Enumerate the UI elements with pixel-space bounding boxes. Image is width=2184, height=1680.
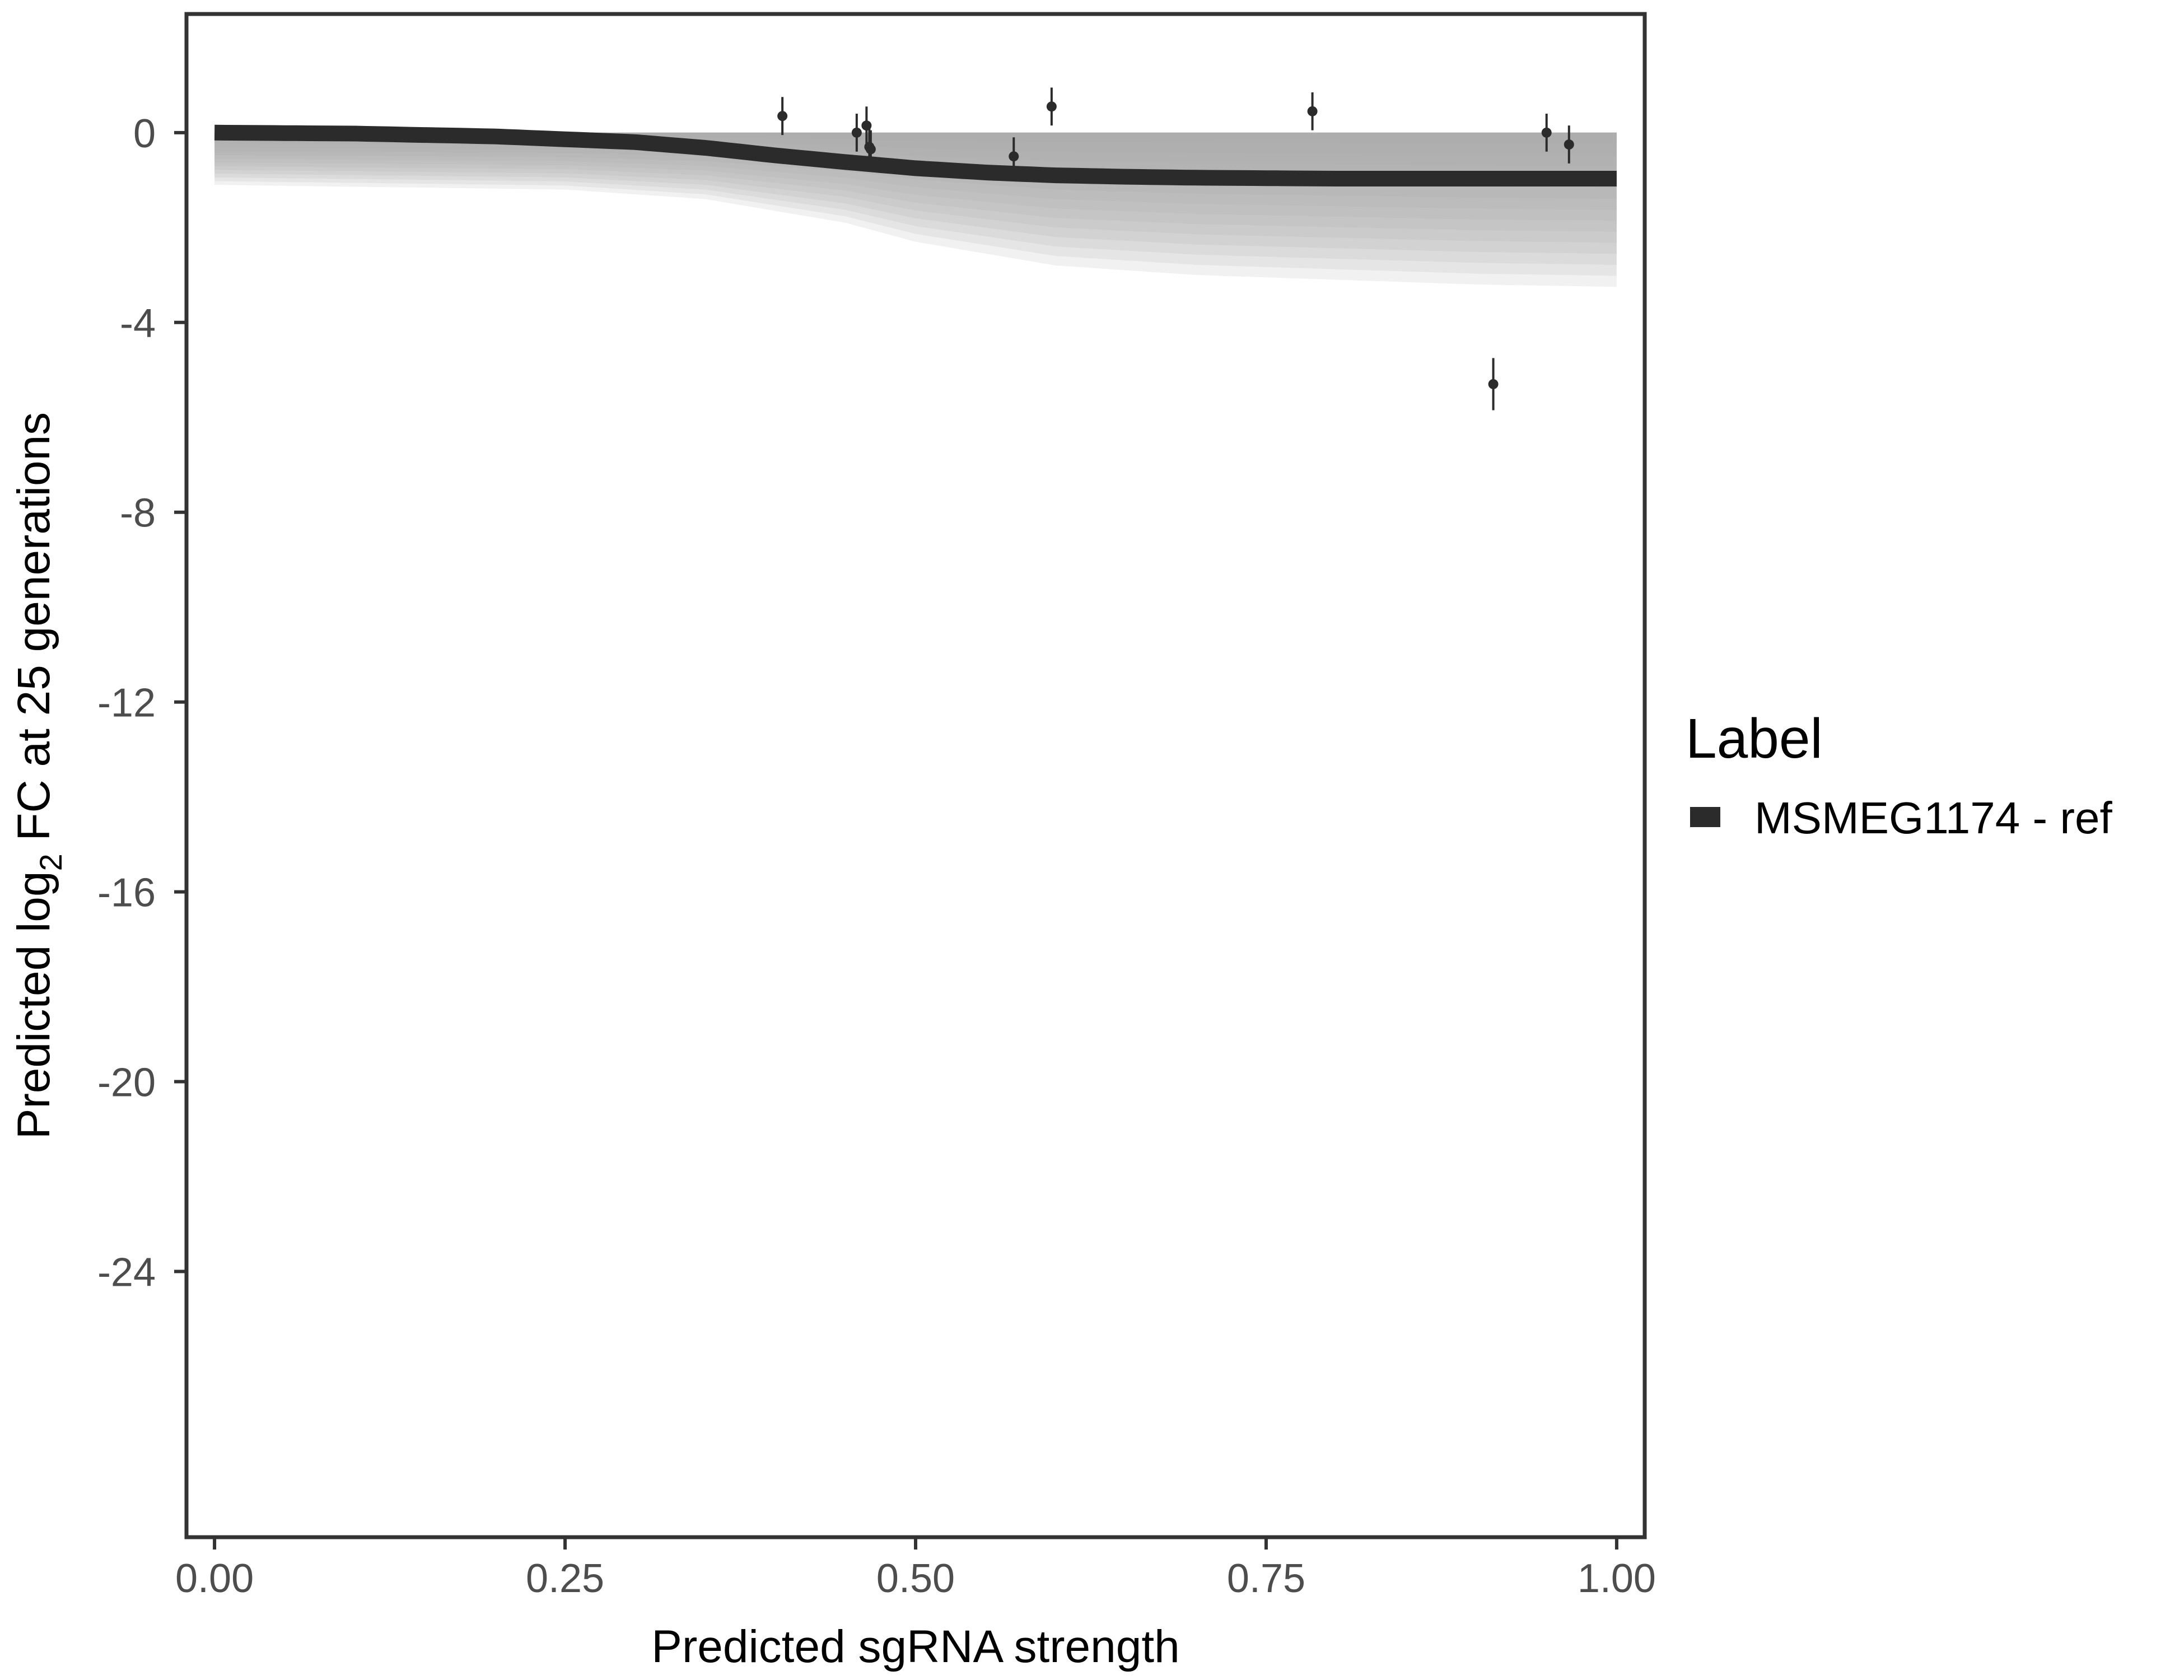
point-marker [1046,101,1057,112]
x-axis-title: Predicted sgRNA strength [651,1621,1179,1672]
legend-title: Label [1686,707,1823,770]
point-marker [1488,379,1499,389]
point-marker [851,127,862,138]
point-marker [865,144,876,155]
y-tick-label: -24 [97,1250,156,1295]
x-tick-label: 0.75 [1227,1556,1305,1601]
point-marker [1009,151,1019,162]
legend: Label MSMEG1174 - ref [1686,707,2112,843]
data-point [1541,113,1552,152]
y-tick-label: -4 [120,301,156,346]
posterior-band [214,132,1617,265]
posterior-band [214,132,1617,287]
posterior-band-layer [214,132,1617,287]
legend-key-swatch [1690,807,1720,827]
fit-curve-line [214,124,1617,186]
y-axis-title-subscript: 2 [33,853,68,871]
data-point [1488,358,1499,410]
data-point [851,113,862,152]
posterior-band [214,132,1617,254]
y-tick-label: -8 [120,491,156,536]
point-marker [777,111,788,122]
posterior-band [214,132,1617,243]
posterior-band [214,132,1617,276]
data-point [1564,125,1574,164]
data-point [777,97,788,136]
point-marker [1564,139,1574,150]
data-point [865,130,876,169]
data-point [1307,92,1318,130]
y-tick-label: 0 [133,111,156,156]
data-point [1009,137,1019,176]
x-axis-ticks: 0.00 0.25 0.50 0.75 1.00 [175,1539,1656,1601]
point-marker [1541,127,1552,138]
x-tick-label: 1.00 [1578,1556,1656,1601]
x-tick-label: 0.25 [526,1556,604,1601]
x-tick-label: 0.00 [175,1556,254,1601]
posterior-band [214,132,1617,221]
y-axis-title-suffix: FC at 25 generations [8,412,59,854]
y-axis-title: Predicted log2 FC at 25 generations [8,412,68,1139]
y-axis-title-prefix: Predicted log [8,871,59,1140]
y-tick-label: -16 [97,871,156,916]
y-tick-label: -12 [97,681,156,726]
y-tick-label: -20 [97,1061,156,1105]
data-point [1046,87,1057,126]
x-tick-label: 0.50 [876,1556,955,1601]
posterior-band [214,132,1617,232]
y-axis-ticks: 0 -4 -8 -12 -16 -20 -24 [97,111,185,1295]
plot-frame [184,12,1647,1539]
data-points-layer [777,87,1574,410]
point-marker [1307,106,1318,116]
legend-entry-label: MSMEG1174 - ref [1754,793,2112,843]
fit-curve-layer [214,124,1617,186]
